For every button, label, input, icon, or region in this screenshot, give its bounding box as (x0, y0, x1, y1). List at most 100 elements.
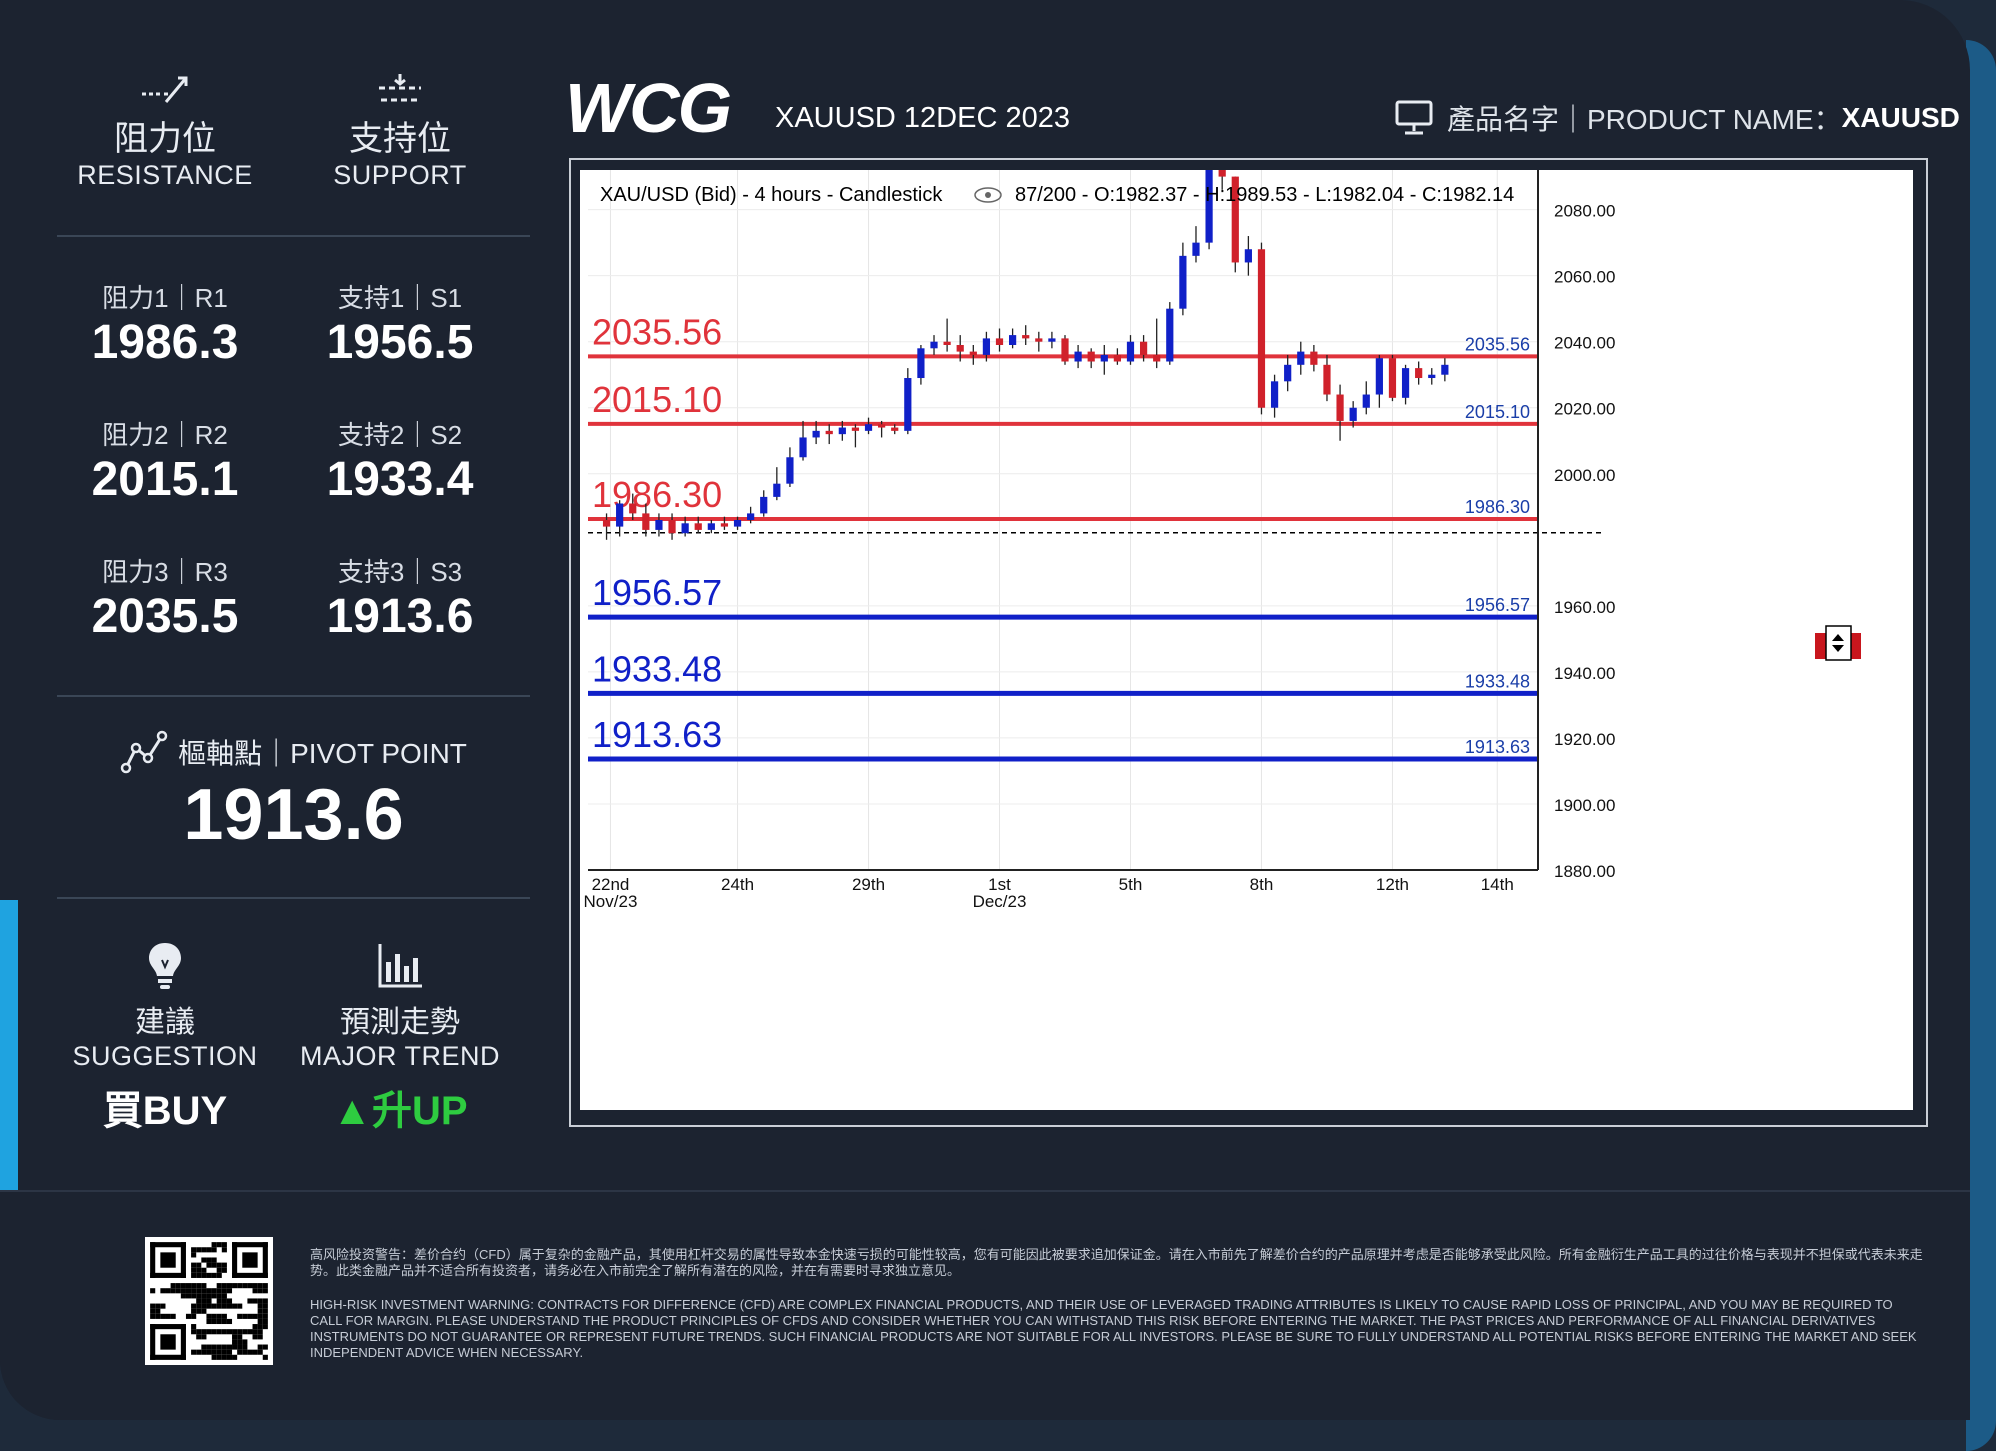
trend-block: 預測走勢 MAJOR TREND ▲升UP (295, 940, 505, 1136)
s2-label: 支持2｜S2 (337, 420, 463, 450)
candle-body (1166, 308, 1174, 362)
suggestion-title-en: SUGGESTION (72, 1041, 258, 1071)
divider (57, 897, 530, 899)
resistance-title-en: RESISTANCE (77, 160, 253, 190)
candle-body (1139, 341, 1148, 355)
r1-value: 1986.3 (91, 316, 239, 369)
candle-body (969, 351, 977, 355)
resistance-label-right: 1986.30 (1465, 497, 1530, 517)
y-tick-label: 1900.00 (1554, 796, 1615, 815)
candle-body (1218, 170, 1226, 177)
y-tick-label: 1920.00 (1554, 730, 1615, 749)
card-edge-accent (1966, 40, 1996, 1451)
candle-body (1428, 374, 1436, 379)
resistance-label-right: 2015.10 (1465, 402, 1530, 422)
candle-body (747, 513, 755, 520)
candle-body (812, 430, 820, 438)
resistance-label-left: 2035.56 (592, 311, 722, 352)
disclaimer-cn: 高风险投资警告：差价合约（CFD）属于复杂的金融产品，其使用杠杆交易的属性导致本… (310, 1247, 1923, 1278)
candle-body (825, 430, 833, 435)
candle-body (773, 483, 781, 497)
price-marker-icon[interactable] (1815, 625, 1861, 661)
resistance-label-right: 2035.56 (1465, 334, 1530, 354)
candle-body (629, 503, 637, 514)
candle-body (943, 341, 951, 345)
wcg-logo: WCG (565, 69, 732, 147)
support-header: 支持位 SUPPORT (295, 72, 505, 191)
x-tick-label: 5th (1119, 875, 1143, 894)
candle-body (1336, 394, 1344, 421)
support-label-right: 1913.63 (1465, 737, 1530, 757)
candlestick-chart: 2035.56 2035.56 2015.10 2015.10 1986.30 1986.… (580, 170, 1913, 1110)
y-tick-label: 1960.00 (1554, 598, 1615, 617)
candle-body (1126, 341, 1135, 362)
s3-value: 1913.6 (326, 590, 474, 643)
trend-title-en: MAJOR TREND (299, 1041, 500, 1071)
x-tick-label: 14th (1481, 875, 1514, 894)
product-name-row: 產品名字｜PRODUCT NAME： XAUUSD (1395, 98, 1960, 138)
y-tick-label: 2080.00 (1554, 202, 1615, 221)
y-tick-label: 2060.00 (1554, 268, 1615, 287)
r1-block: 阻力1｜R1 1986.3 (60, 278, 270, 370)
candle-body (917, 348, 925, 379)
candle-body (681, 523, 689, 534)
candle-body (1231, 176, 1239, 263)
x-tick-sublabel: Nov/23 (584, 892, 638, 911)
s3-block: 支持3｜S3 1913.6 (295, 552, 505, 644)
candle-body (1022, 335, 1030, 339)
trend-value: ▲升UP (332, 1089, 468, 1133)
r2-label: 阻力2｜R2 (102, 420, 228, 450)
product-name-label: 產品名字｜PRODUCT NAME： (1447, 104, 1842, 135)
resistance-label-left: 2015.10 (592, 379, 722, 420)
support-label-left: 1933.48 (592, 648, 722, 689)
resistance-label-left: 1986.30 (592, 474, 722, 515)
x-tick-label: 24th (721, 875, 754, 894)
candle-body (1100, 354, 1108, 362)
candle-body (1375, 358, 1383, 395)
s2-block: 支持2｜S2 1933.4 (295, 415, 505, 507)
eye-icon (974, 187, 1002, 203)
candle-body (1284, 364, 1292, 382)
candle-body (1205, 170, 1213, 243)
candle-body (720, 523, 729, 527)
disclaimer-en: HIGH-RISK INVESTMENT WARNING: CONTRACTS … (310, 1297, 1917, 1360)
candle-body (1048, 338, 1056, 342)
candle-body (1192, 242, 1200, 256)
x-tick-sublabel: Dec/23 (973, 892, 1027, 911)
r1-label: 阻力1｜R1 (102, 283, 228, 313)
pivot-label: 樞軸點｜PIVOT POINT (178, 738, 467, 769)
candle-body (1297, 351, 1305, 365)
support-label-right: 1956.57 (1465, 595, 1530, 615)
candle-body (799, 437, 807, 458)
candle-body (1401, 368, 1410, 398)
y-tick-label: 2040.00 (1554, 334, 1615, 353)
candle-body (891, 427, 899, 431)
candle-body (694, 523, 702, 530)
support-label-left: 1956.57 (592, 572, 722, 613)
r2-block: 阻力2｜R2 2015.1 (60, 415, 270, 507)
x-tick-label: 12th (1376, 875, 1409, 894)
candle-body (878, 424, 886, 428)
chart-title: XAU/USD (Bid) - 4 hours - Candlestick (600, 184, 943, 206)
suggestion-block: 建議 SUGGESTION 買BUY (60, 940, 270, 1136)
divider (57, 695, 530, 697)
r3-value: 2035.5 (91, 590, 239, 643)
candle-body (760, 496, 768, 514)
candle-body (1179, 255, 1187, 309)
r2-value: 2015.1 (91, 453, 239, 506)
qr-code-icon (145, 1237, 273, 1365)
candle-body (982, 338, 991, 355)
s3-label: 支持3｜S3 (337, 557, 463, 587)
candle-body (602, 520, 611, 527)
y-tick-label: 1940.00 (1554, 664, 1615, 683)
x-tick-label: 1st (988, 875, 1011, 894)
candle-body (616, 503, 624, 527)
pivot-block: 樞軸點｜PIVOT POINT 1913.6 (57, 730, 530, 856)
report-card: 阻力位 RESISTANCE 支持位 SUPPORT 阻力1｜R1 1986.3… (0, 69, 1970, 1420)
candle-body (1035, 338, 1043, 342)
candle-body (1388, 358, 1397, 398)
support-label-right: 1933.48 (1465, 671, 1530, 691)
s2-value: 1933.4 (326, 453, 474, 506)
chart-header-title: XAUUSD 12DEC 2023 (775, 102, 1070, 134)
footer: 高风险投资警告：差价合约（CFD）属于复杂的金融产品，其使用杠杆交易的属性导致本… (0, 1190, 1970, 1420)
